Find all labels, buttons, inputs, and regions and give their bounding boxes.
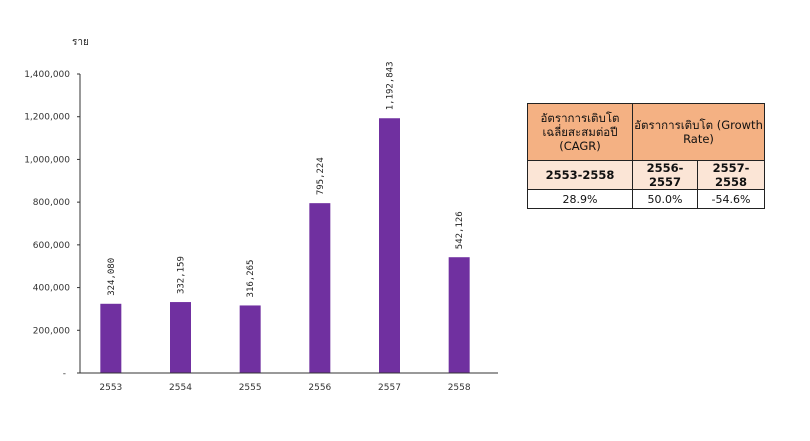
- growth-rate-header-cell: อัตราการเติบโต (Growth Rate): [632, 103, 765, 161]
- bar-2557: [379, 118, 400, 373]
- cagr-header-text: อัตราการเติบโตเฉลี่ยสะสมต่อปี (CAGR): [540, 111, 620, 153]
- bar-2555: [239, 305, 261, 373]
- data-label-2558: 542,126: [455, 211, 465, 249]
- data-label-2554: 332,159: [177, 256, 187, 294]
- x-tick-label: 2553: [99, 383, 122, 393]
- x-tick-label: 2555: [239, 383, 262, 393]
- y-tick-label: 1,400,000: [24, 70, 70, 80]
- period-growth-1: 2556-2557: [632, 160, 698, 190]
- bars: [100, 118, 470, 373]
- y-tick-label: -: [63, 369, 66, 379]
- y-tick-label: 600,000: [33, 241, 70, 251]
- data-labels: 324,080 332,159 316,265 795,224 1,192,843 542…: [107, 61, 465, 297]
- y-axis-ticks: - 200,000 400,000 600,000 800,000 1,000,000 1,…: [24, 70, 80, 379]
- bar-2556: [309, 203, 331, 373]
- value-cagr: 28.9%: [527, 189, 633, 209]
- period-cagr: 2553-2558: [527, 160, 633, 190]
- y-axis-unit-label: ราย: [72, 37, 89, 48]
- data-label-2555: 316,265: [246, 260, 256, 298]
- growth-rate-table: อัตราการเติบโตเฉลี่ยสะสมต่อปี (CAGR) อัต…: [527, 103, 765, 209]
- data-label-2557: 1,192,843: [386, 61, 396, 110]
- bar-chart: ราย - 200,000 400,000 600,000 800,000 1,000,0…: [24, 37, 498, 393]
- y-tick-label: 800,000: [33, 198, 70, 208]
- cagr-header-cell: อัตราการเติบโตเฉลี่ยสะสมต่อปี (CAGR): [527, 103, 633, 161]
- x-tick-label: 2554: [169, 383, 192, 393]
- value-growth-2: -54.6%: [697, 189, 765, 209]
- bar-2554: [170, 302, 191, 373]
- data-label-2556: 795,224: [316, 157, 326, 195]
- bar-2558: [448, 257, 470, 373]
- data-label-2553: 324,080: [107, 258, 117, 296]
- x-tick-label: 2557: [378, 383, 401, 393]
- y-tick-label: 200,000: [33, 326, 70, 336]
- period-growth-2: 2557-2558: [697, 160, 765, 190]
- x-axis-ticks: 2553 2554 2555 2556 2557 2558: [99, 383, 471, 393]
- x-tick-label: 2558: [448, 383, 471, 393]
- y-tick-label: 400,000: [33, 284, 70, 294]
- x-tick-label: 2556: [308, 383, 331, 393]
- y-tick-label: 1,000,000: [24, 155, 70, 165]
- bar-2553: [100, 303, 122, 373]
- growth-rate-header-text: อัตราการเติบโต (Growth Rate): [634, 118, 763, 146]
- y-tick-label: 1,200,000: [24, 113, 70, 123]
- value-growth-1: 50.0%: [632, 189, 698, 209]
